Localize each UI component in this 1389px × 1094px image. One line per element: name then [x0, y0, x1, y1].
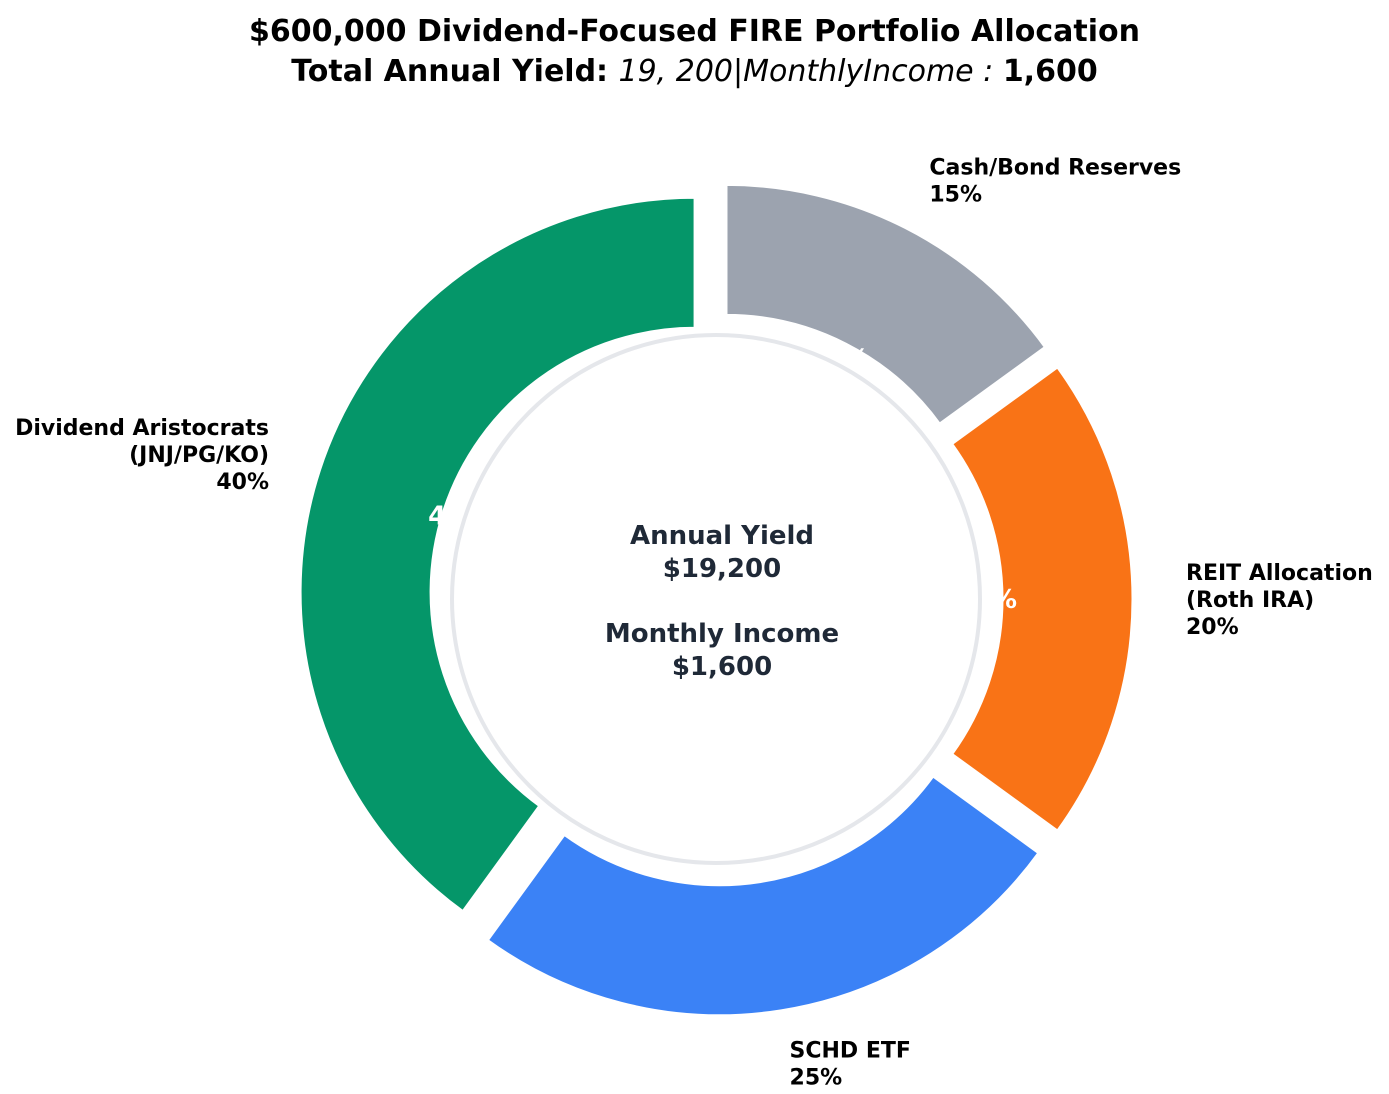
subtitle-prefix: Total Annual Yield:	[291, 54, 619, 89]
slice-label-line: 25%	[790, 1066, 843, 1091]
donut-hole	[450, 333, 982, 865]
slices-layer	[298, 182, 1135, 1018]
slice-labels-layer: Dividend Aristocrats (JNJ/PG/KO) 40% SCHD E…	[15, 156, 1373, 1091]
center-annual-label: Annual Yield	[630, 521, 814, 551]
slice-label-line: 15%	[929, 183, 982, 208]
slice-label-schd-etf: SCHD ETF 25%	[790, 1039, 911, 1091]
slice-label-line: Dividend Aristocrats	[15, 416, 269, 441]
title-line: $600,000 Dividend-Focused FIRE Portfolio…	[249, 14, 1140, 49]
center-summary: Annual Yield $19,200 Monthly Income $1,6…	[605, 521, 839, 682]
slice-label-line: 20%	[1186, 615, 1239, 640]
slice-label-line: 40%	[216, 470, 269, 495]
slice-dividend-aristocrats	[298, 195, 697, 914]
slice-label-line: REIT Allocation	[1186, 561, 1373, 586]
slice-schd-etf	[485, 773, 1042, 1018]
subtitle-math: 19, 200|MonthlyIncome :	[618, 54, 1003, 89]
slice-label-reit-allocation: REIT Allocation (Roth IRA) 20%	[1186, 561, 1373, 640]
slice-cash-bond-reserves	[724, 182, 1048, 427]
center-annual-value: $19,200	[663, 554, 781, 584]
slice-reit-allocation	[949, 364, 1135, 834]
chart-title: $600,000 Dividend-Focused FIRE Portfolio…	[0, 12, 1389, 92]
slice-label-line: (Roth IRA)	[1186, 588, 1314, 613]
slice-label-line: SCHD ETF	[790, 1039, 911, 1064]
subtitle-line: Total Annual Yield: 19, 200|MonthlyIncom…	[0, 52, 1389, 92]
slice-label-line: Cash/Bond Reserves	[929, 156, 1181, 181]
slice-label-cash-bond-reserves: Cash/Bond Reserves 15%	[929, 156, 1181, 208]
slice-label-line: (JNJ/PG/KO)	[129, 443, 269, 468]
slice-label-dividend-aristocrats: Dividend Aristocrats (JNJ/PG/KO) 40%	[15, 416, 269, 495]
center-monthly-label: Monthly Income	[605, 619, 839, 649]
subtitle-suffix: 1,600	[1002, 54, 1098, 89]
center-monthly-value: $1,600	[672, 652, 772, 682]
